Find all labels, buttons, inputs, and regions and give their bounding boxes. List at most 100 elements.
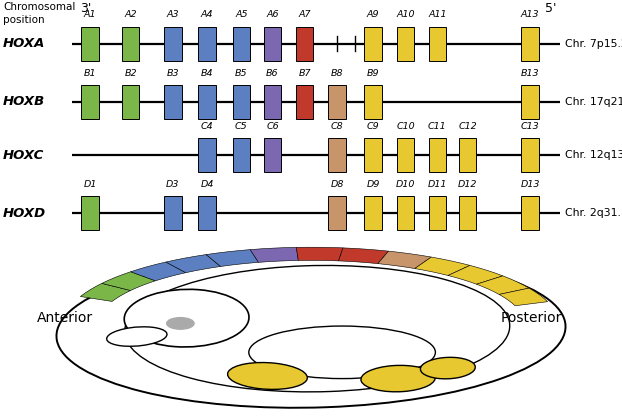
FancyBboxPatch shape [198,27,216,61]
Text: B13: B13 [521,69,539,78]
Text: B5: B5 [235,69,248,78]
Text: A3: A3 [167,10,179,19]
Text: C8: C8 [331,122,343,131]
FancyBboxPatch shape [81,85,99,119]
Text: A7: A7 [299,10,311,19]
Ellipse shape [107,327,167,346]
FancyBboxPatch shape [122,85,139,119]
Text: HOXA: HOXA [3,37,45,50]
Text: Chr. 17q21.32: Chr. 17q21.32 [565,97,622,107]
FancyBboxPatch shape [198,196,216,230]
Text: D12: D12 [458,180,478,189]
Text: A6: A6 [266,10,279,19]
Text: A11: A11 [428,10,447,19]
Text: C12: C12 [458,122,477,131]
Text: D3: D3 [166,180,180,189]
Text: C9: C9 [367,122,379,131]
FancyBboxPatch shape [233,138,250,172]
Text: Chr. 2q31.1: Chr. 2q31.1 [565,208,622,218]
FancyBboxPatch shape [364,27,382,61]
Text: B6: B6 [266,69,279,78]
FancyBboxPatch shape [296,85,313,119]
FancyBboxPatch shape [198,85,216,119]
Text: B3: B3 [167,69,179,78]
Text: Chr. 12q13.13: Chr. 12q13.13 [565,150,622,160]
Ellipse shape [249,326,435,379]
FancyBboxPatch shape [328,196,346,230]
FancyBboxPatch shape [264,85,281,119]
FancyBboxPatch shape [233,27,250,61]
FancyBboxPatch shape [296,27,313,61]
FancyBboxPatch shape [429,196,446,230]
Text: Chromosomal
position: Chromosomal position [3,3,75,25]
FancyBboxPatch shape [397,196,414,230]
FancyBboxPatch shape [164,196,182,230]
Text: A10: A10 [396,10,415,19]
PathPatch shape [476,276,529,294]
Text: A1: A1 [84,10,96,19]
PathPatch shape [206,250,259,266]
Text: C4: C4 [201,122,213,131]
FancyBboxPatch shape [459,196,476,230]
FancyBboxPatch shape [328,138,346,172]
Text: A2: A2 [124,10,137,19]
FancyBboxPatch shape [122,27,139,61]
PathPatch shape [378,251,431,268]
Ellipse shape [420,357,475,379]
PathPatch shape [415,257,470,275]
Text: B4: B4 [201,69,213,78]
Text: A9: A9 [367,10,379,19]
Text: D8: D8 [330,180,344,189]
FancyBboxPatch shape [264,138,281,172]
Text: C13: C13 [521,122,539,131]
Text: B9: B9 [367,69,379,78]
Text: A13: A13 [521,10,539,19]
PathPatch shape [102,272,156,291]
Text: B2: B2 [124,69,137,78]
Text: Chr. 7p15.2: Chr. 7p15.2 [565,38,622,48]
PathPatch shape [338,248,389,264]
Text: HOXC: HOXC [3,149,45,162]
Ellipse shape [228,362,307,390]
Ellipse shape [124,289,249,347]
Text: D13: D13 [520,180,540,189]
FancyBboxPatch shape [521,196,539,230]
Text: B1: B1 [84,69,96,78]
PathPatch shape [499,288,547,306]
Text: C10: C10 [396,122,415,131]
FancyBboxPatch shape [364,138,382,172]
FancyBboxPatch shape [397,27,414,61]
PathPatch shape [166,255,221,273]
FancyBboxPatch shape [429,138,446,172]
Text: 5': 5' [545,3,556,15]
Text: D11: D11 [427,180,447,189]
FancyBboxPatch shape [164,27,182,61]
Text: D10: D10 [396,180,415,189]
FancyBboxPatch shape [459,138,476,172]
FancyBboxPatch shape [521,85,539,119]
Text: D4: D4 [200,180,214,189]
FancyBboxPatch shape [521,27,539,61]
Ellipse shape [361,365,435,392]
Ellipse shape [124,265,510,392]
PathPatch shape [250,247,299,263]
PathPatch shape [131,262,186,281]
Text: Anterior: Anterior [37,311,93,325]
FancyBboxPatch shape [328,85,346,119]
Text: HOXB: HOXB [3,95,45,108]
PathPatch shape [448,265,503,284]
PathPatch shape [296,247,343,261]
FancyBboxPatch shape [364,196,382,230]
Circle shape [167,318,194,329]
Text: HOXD: HOXD [3,207,46,220]
Text: C11: C11 [428,122,447,131]
Text: B8: B8 [331,69,343,78]
FancyBboxPatch shape [233,85,250,119]
Text: A4: A4 [201,10,213,19]
Text: 3': 3' [80,3,91,15]
FancyBboxPatch shape [81,196,99,230]
Text: B7: B7 [299,69,311,78]
FancyBboxPatch shape [364,85,382,119]
Text: C5: C5 [235,122,248,131]
FancyBboxPatch shape [521,138,539,172]
